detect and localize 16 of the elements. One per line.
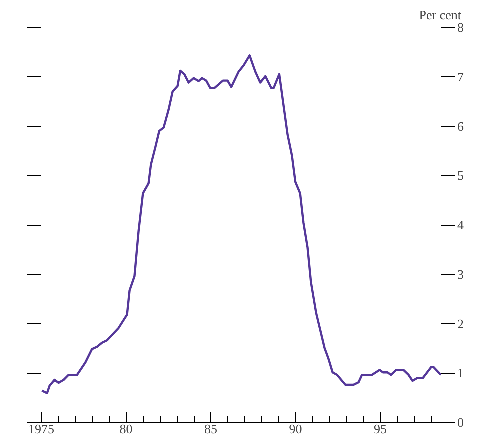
x-tick-label: 90 xyxy=(289,422,302,436)
x-tick-label: 80 xyxy=(120,422,133,436)
y-tick-label: 8 xyxy=(458,20,464,35)
y-axis-title: Per cent xyxy=(419,8,462,22)
y-tick-label: 6 xyxy=(458,118,464,134)
y-tick-label: 5 xyxy=(458,168,464,184)
line-series xyxy=(42,54,442,394)
y-tick-label: 3 xyxy=(458,266,464,282)
x-tick-label: 95 xyxy=(374,422,387,436)
y-tick-label: 2 xyxy=(458,316,464,332)
y-tick-label: 7 xyxy=(458,69,464,84)
y-tick-label: 4 xyxy=(458,218,464,232)
y-tick-label: 1 xyxy=(458,366,464,381)
x-tick-label: 1975 xyxy=(28,422,54,436)
x-tick-label: 85 xyxy=(204,422,218,436)
y-tick-label: 0 xyxy=(458,415,464,430)
